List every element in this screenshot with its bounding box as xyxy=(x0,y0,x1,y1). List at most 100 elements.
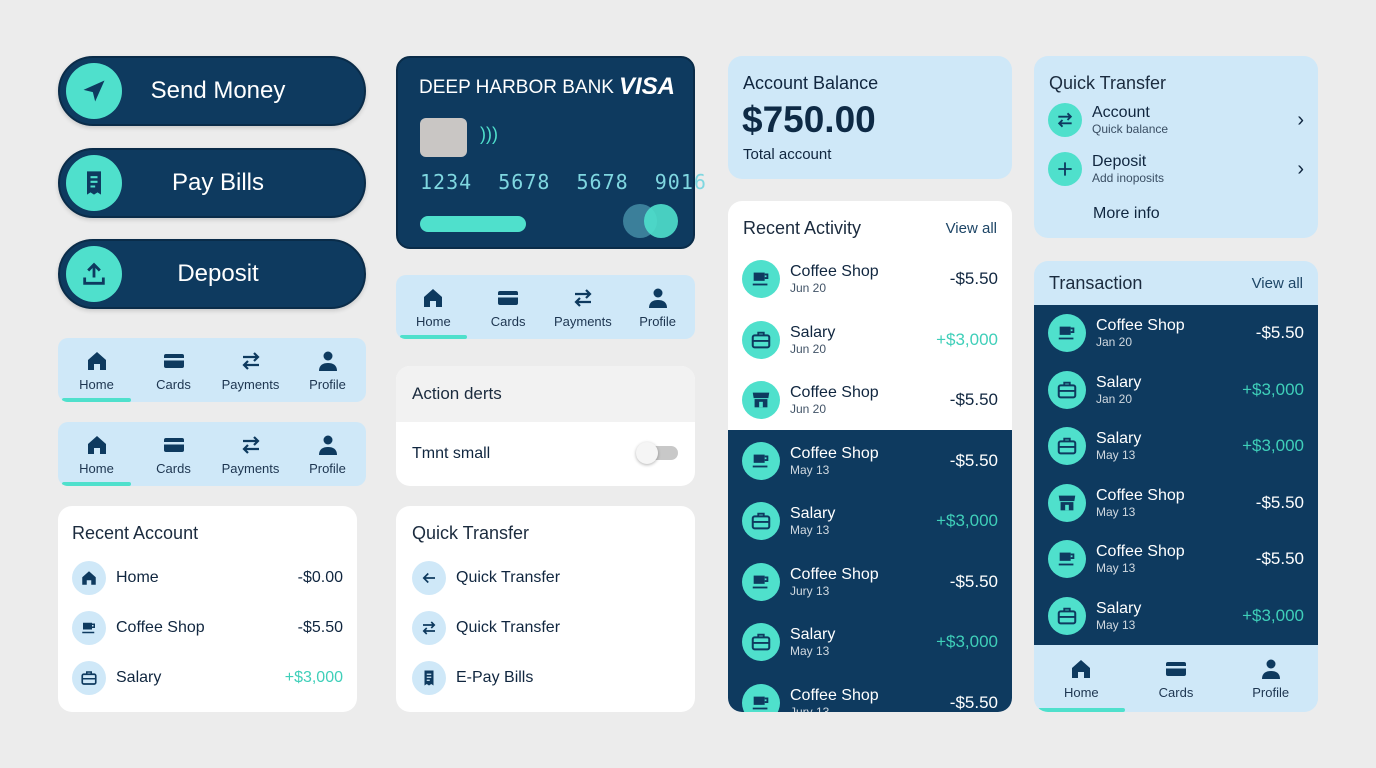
transaction-amount: -$5.50 xyxy=(949,571,998,591)
item-subtitle: Quick balance xyxy=(1092,122,1169,136)
transaction-row[interactable]: Salary Jun 20 +$3,000 xyxy=(742,310,998,370)
pay-bills-button[interactable]: Pay Bills xyxy=(58,148,366,218)
card-icon xyxy=(1166,662,1186,676)
transaction-row[interactable]: Salary May 13 +$3,000 xyxy=(742,612,998,672)
chevron-right-icon[interactable]: › xyxy=(1297,108,1304,131)
list-item[interactable]: Account Quick balance › xyxy=(1048,103,1304,137)
transaction-date: Jun 20 xyxy=(790,281,827,295)
list-item[interactable]: E-Pay Bills xyxy=(412,661,681,695)
arrow-left-icon xyxy=(422,572,435,584)
nav-item-payments[interactable]: Payments xyxy=(212,422,289,486)
list-item[interactable]: Home -$0.00 xyxy=(72,561,343,595)
list-item[interactable]: Coffee Shop -$5.50 xyxy=(72,611,343,645)
list-item[interactable]: Salary +$3,000 xyxy=(72,661,343,695)
list-item[interactable]: Deposit Add inoposits › xyxy=(1048,152,1304,186)
account-balance-card: Account Balance $750.00 Total account xyxy=(728,56,1012,179)
transaction-amount: -$5.50 xyxy=(949,692,998,712)
bottom-nav: Home Cards Payments Profile xyxy=(58,422,366,486)
transaction-date: May 13 xyxy=(790,523,830,537)
transaction-row[interactable]: Salary May 13 +$3,000 xyxy=(1048,416,1304,476)
nav-item-profile[interactable]: Profile xyxy=(1223,645,1318,712)
item-name: Home xyxy=(116,569,159,586)
nav-item-payments[interactable]: Payments xyxy=(212,338,289,402)
deposit-button[interactable]: Deposit xyxy=(58,239,366,309)
recent-account-card: Recent Account Home -$0.00 Coffee Shop -$5.… xyxy=(58,506,357,712)
transaction-date: Jury 13 xyxy=(790,583,830,598)
nav-item-payments[interactable]: Payments xyxy=(546,275,621,339)
nav-item-home[interactable]: Home xyxy=(1034,645,1129,712)
transaction-row[interactable]: Coffee Shop Jan 20 -$5.50 xyxy=(1048,303,1304,363)
briefcase-icon xyxy=(81,671,97,685)
transaction-row[interactable]: Coffee Shop May 13 -$5.50 xyxy=(742,431,998,491)
nav-item-profile[interactable]: Profile xyxy=(289,338,366,402)
transaction-name: Salary xyxy=(1096,430,1142,447)
item-amount: +$3,000 xyxy=(284,669,343,686)
briefcase-icon xyxy=(751,512,771,530)
item-name: Deposit xyxy=(1092,153,1147,170)
transaction-row[interactable]: Coffee Shop Jun 20 -$5.50 xyxy=(742,249,998,309)
transaction-date: May 13 xyxy=(790,462,830,477)
nav-item-cards[interactable]: Cards xyxy=(135,338,212,402)
plus-icon xyxy=(1058,162,1072,176)
more-info-link[interactable]: More info xyxy=(1093,205,1160,222)
nav-item-profile[interactable]: Profile xyxy=(289,422,366,486)
nav-item-cards[interactable]: Cards xyxy=(1129,645,1224,712)
transaction-row[interactable]: Coffee Shop Jun 20 -$5.50 xyxy=(742,370,998,430)
toggle-switch[interactable] xyxy=(636,442,678,464)
recent-activity-card: Recent Activity View all Coffee Shop Jun … xyxy=(728,201,1012,712)
list-item[interactable]: Quick Transfer xyxy=(412,611,681,645)
chevron-right-icon[interactable]: › xyxy=(1297,157,1304,180)
transaction-date: May 13 xyxy=(1096,504,1136,519)
card-icon xyxy=(163,437,184,452)
transaction-amount: +$3,000 xyxy=(1242,379,1304,399)
list-item[interactable]: Quick Transfer xyxy=(412,561,681,595)
swap-icon xyxy=(241,351,260,370)
transaction-row[interactable]: Coffee Shop May 13 -$5.50 xyxy=(1048,529,1304,589)
nav-item-cards[interactable]: Cards xyxy=(471,275,546,339)
chip-icon xyxy=(420,118,467,157)
store-icon xyxy=(752,392,770,408)
nav-label: Profile xyxy=(1252,685,1290,700)
view-all-link[interactable]: View all xyxy=(945,220,997,237)
nav-item-profile[interactable]: Profile xyxy=(620,275,695,339)
transaction-row[interactable]: Coffee Shop May 13 -$5.50 xyxy=(1048,473,1304,533)
nav-item-home[interactable]: Home xyxy=(396,275,471,339)
transaction-row[interactable]: Coffee Shop Jury 13 -$5.50 xyxy=(742,673,998,712)
briefcase-icon xyxy=(1057,381,1077,398)
transaction-name: Coffee Shop xyxy=(790,384,879,401)
user-icon xyxy=(648,288,667,308)
swap-icon xyxy=(241,435,260,454)
nav-item-home[interactable]: Home xyxy=(58,338,135,402)
quick-transfer-card: Quick Transfer Quick Transfer Quick Trans… xyxy=(396,506,695,712)
home-icon xyxy=(87,435,106,454)
nav-item-cards[interactable]: Cards xyxy=(135,422,212,486)
item-name: E-Pay Bills xyxy=(456,669,534,686)
nav-label: Profile xyxy=(309,460,346,476)
transaction-row[interactable]: Coffee Shop Jury 13 -$5.50 xyxy=(742,552,998,612)
transaction-row[interactable]: Salary May 13 +$3,000 xyxy=(742,491,998,551)
item-name: Quick Transfer xyxy=(456,569,561,586)
nav-label: Home xyxy=(79,376,114,392)
send-icon xyxy=(83,80,105,102)
quick-transfer-panel: Quick Transfer Account Quick balance › Depo… xyxy=(1034,56,1318,238)
bottom-nav: Home Cards Profile xyxy=(1034,645,1318,712)
transaction-date: Jan 20 xyxy=(1096,335,1133,349)
transaction-name: Salary xyxy=(790,505,836,522)
item-name: Quick Transfer xyxy=(456,619,561,636)
button-label: Pay Bills xyxy=(171,169,265,196)
nav-item-home[interactable]: Home xyxy=(58,422,135,486)
transaction-row[interactable]: Salary Jan 20 +$3,000 xyxy=(1048,360,1304,420)
transaction-name: Coffee Shop xyxy=(790,263,879,280)
cup-icon xyxy=(752,696,769,709)
bank-card[interactable]: DEEP HARBOR BANK VISA ))) 1234 5678 5678… xyxy=(396,56,706,249)
nav-label: Payments xyxy=(553,313,612,329)
card-title: Action derts xyxy=(412,384,502,403)
home-icon xyxy=(82,571,96,585)
nav-label: Profile xyxy=(639,313,677,329)
item-name: Salary xyxy=(116,669,162,686)
nav-label: Cards xyxy=(156,460,191,476)
upload-icon xyxy=(83,262,105,285)
transaction-row[interactable]: Salary May 13 +$3,000 xyxy=(1048,586,1304,646)
send-money-button[interactable]: Send Money xyxy=(58,56,366,126)
view-all-link[interactable]: View all xyxy=(1251,275,1303,292)
